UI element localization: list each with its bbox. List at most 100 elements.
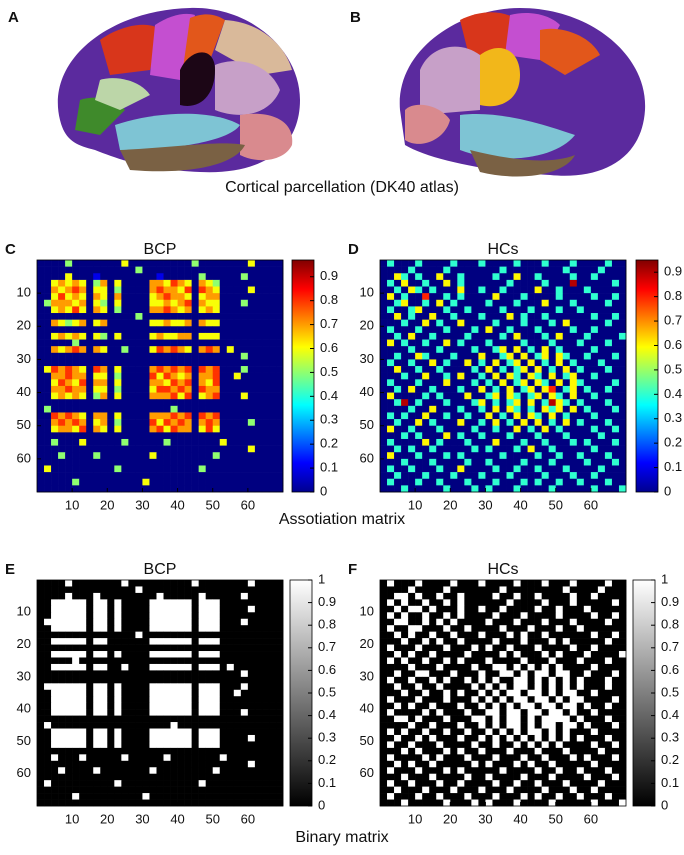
cell <box>436 664 443 671</box>
cell <box>58 320 65 327</box>
cell <box>429 346 436 353</box>
cell <box>549 320 556 327</box>
cell <box>415 386 422 393</box>
cell <box>65 787 72 794</box>
cell <box>422 709 429 716</box>
cell <box>262 393 269 400</box>
cell <box>128 606 135 613</box>
cell <box>44 393 51 400</box>
cell <box>387 741 394 748</box>
cell <box>86 774 93 781</box>
cell <box>107 657 114 664</box>
colorbar-tick-label: 0.4 <box>320 388 338 403</box>
cell <box>227 399 234 406</box>
cell <box>584 260 591 267</box>
cell <box>429 612 436 619</box>
cell <box>135 793 142 800</box>
cell <box>199 333 206 340</box>
cell <box>457 632 464 639</box>
cell <box>401 774 408 781</box>
cell <box>556 353 563 360</box>
cell <box>262 780 269 787</box>
cell <box>51 306 58 313</box>
cell <box>619 446 626 453</box>
cell <box>521 716 528 723</box>
cell <box>114 761 121 768</box>
cell <box>528 741 535 748</box>
cell <box>199 793 206 800</box>
cell <box>514 632 521 639</box>
cell <box>415 260 422 267</box>
cell <box>556 340 563 347</box>
cell <box>37 426 44 433</box>
cell <box>206 472 213 479</box>
cell <box>471 426 478 433</box>
cell <box>450 690 457 697</box>
cell <box>619 439 626 446</box>
cell <box>492 432 499 439</box>
cell <box>37 359 44 366</box>
cell <box>485 267 492 274</box>
cell <box>100 346 107 353</box>
cell <box>577 729 584 736</box>
cell <box>570 313 577 320</box>
cell <box>107 472 114 479</box>
cell <box>528 479 535 486</box>
cell <box>563 780 570 787</box>
cell <box>415 399 422 406</box>
cell <box>394 452 401 459</box>
cell <box>107 580 114 587</box>
cell <box>199 432 206 439</box>
cell <box>380 625 387 632</box>
cell <box>556 293 563 300</box>
cell <box>121 366 128 373</box>
cell <box>171 735 178 742</box>
cell <box>598 393 605 400</box>
cell <box>507 645 514 652</box>
cell <box>234 716 241 723</box>
cell <box>471 306 478 313</box>
cell <box>213 651 220 658</box>
cell <box>199 580 206 587</box>
cell <box>100 432 107 439</box>
cell <box>93 359 100 366</box>
cell <box>380 300 387 307</box>
cell <box>220 748 227 755</box>
cell <box>248 645 255 652</box>
cell <box>227 306 234 313</box>
cell <box>128 754 135 761</box>
cell <box>619 320 626 327</box>
cell <box>142 599 149 606</box>
cell <box>114 300 121 307</box>
cell <box>499 459 506 466</box>
cell <box>591 664 598 671</box>
cell <box>507 729 514 736</box>
cell <box>450 774 457 781</box>
cell <box>234 793 241 800</box>
cell <box>149 593 156 600</box>
cell <box>570 690 577 697</box>
cell <box>570 465 577 472</box>
cell <box>255 645 262 652</box>
cell <box>51 406 58 413</box>
cell <box>584 741 591 748</box>
cell <box>471 696 478 703</box>
cell <box>192 359 199 366</box>
cell <box>227 459 234 466</box>
cell <box>422 406 429 413</box>
cell <box>422 333 429 340</box>
cell <box>100 690 107 697</box>
cell <box>514 619 521 626</box>
cell <box>507 677 514 684</box>
cell <box>577 593 584 600</box>
cell <box>394 419 401 426</box>
cell <box>262 293 269 300</box>
cell <box>192 412 199 419</box>
cell <box>415 393 422 400</box>
cell <box>450 386 457 393</box>
cell <box>199 287 206 294</box>
cell <box>429 670 436 677</box>
cell <box>563 638 570 645</box>
cell <box>227 280 234 287</box>
cell <box>471 677 478 684</box>
